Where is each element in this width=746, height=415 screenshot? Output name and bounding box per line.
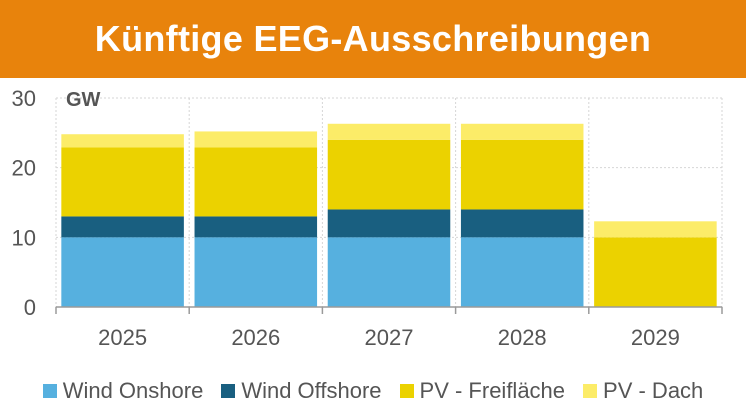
y-tick-label: 0: [24, 295, 36, 320]
legend-label: Wind Onshore: [62, 378, 204, 403]
y-tick-label: 10: [12, 225, 36, 250]
bar-segment: [194, 237, 318, 307]
bar-segment: [460, 123, 584, 140]
bar-segment: [460, 209, 584, 238]
bar-segment: [61, 134, 184, 148]
bar-segment: [327, 139, 451, 210]
legend-item: PV - Dach: [583, 378, 703, 404]
bar-segment: [61, 237, 184, 307]
chart-title: Künftige EEG-Ausschreibungen: [94, 18, 652, 59]
bar-segment: [594, 237, 717, 307]
unit-label: GW: [66, 89, 101, 111]
bar-segment: [460, 237, 584, 307]
legend-swatch: [42, 384, 57, 398]
bar-segment: [194, 216, 318, 238]
legend-item: PV - Freifläche: [399, 378, 566, 404]
axes: 0 10 20 30 2025 2026 2027 2028 2029: [12, 86, 723, 350]
bars: [61, 123, 717, 307]
bar-segment: [194, 147, 318, 217]
bar-segment: [327, 237, 451, 307]
x-tick-label: 2027: [365, 325, 414, 350]
legend-swatch: [583, 384, 598, 398]
bar-segment: [327, 209, 451, 238]
bar-segment: [61, 147, 184, 217]
bar-segment: [327, 123, 451, 140]
legend-swatch: [399, 384, 414, 398]
legend-label: PV - Dach: [603, 378, 704, 403]
title-banner: Künftige EEG-Ausschreibungen: [0, 0, 746, 78]
legend-label: PV - Freifläche: [419, 378, 566, 403]
legend-label: Wind Offshore: [241, 378, 382, 403]
bar-segment: [61, 216, 184, 238]
x-tick-label: 2025: [98, 325, 147, 350]
legend-item: Wind Offshore: [221, 378, 382, 404]
y-tick-label: 20: [12, 156, 36, 181]
bar-segment: [460, 139, 584, 210]
legend-swatch: [221, 384, 236, 398]
stacked-bar-chart: 0 10 20 30 2025 2026 2027 2028 2029 GW: [12, 86, 723, 350]
legend: Wind Onshore Wind Offshore PV - Freifläche…: [0, 373, 746, 409]
x-tick-label: 2029: [631, 325, 680, 350]
y-tick-label: 30: [12, 86, 36, 111]
bar-segment: [194, 131, 318, 148]
legend-item: Wind Onshore: [42, 378, 204, 404]
x-tick-label: 2026: [231, 325, 280, 350]
x-tick-label: 2028: [498, 325, 547, 350]
bar-segment: [594, 221, 717, 238]
